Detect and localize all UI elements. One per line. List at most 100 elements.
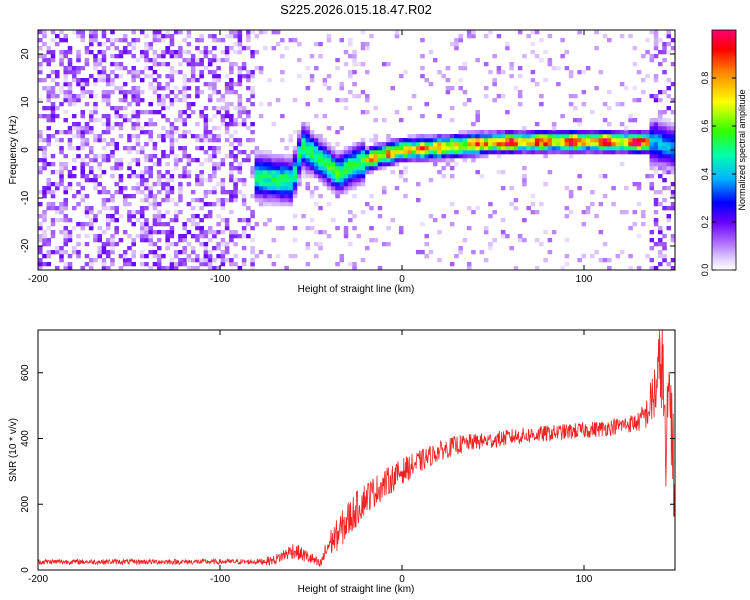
spectrogram-cell xyxy=(364,150,370,155)
spectrogram-cell xyxy=(551,122,557,127)
spectrogram-cell xyxy=(407,138,413,143)
spectrogram-cell xyxy=(118,74,124,79)
spectrogram-cell xyxy=(271,158,277,163)
spectrogram-cell xyxy=(403,154,408,159)
spectrogram-cell xyxy=(135,70,141,75)
spectrogram-cell xyxy=(275,226,281,231)
spectrogram-cell xyxy=(88,262,94,267)
spectrogram-cell xyxy=(131,46,136,51)
spectrogram-cell xyxy=(241,106,247,111)
spectrogram-cell xyxy=(348,262,353,267)
spectrogram-cell xyxy=(390,146,396,151)
spectrogram-cell xyxy=(173,242,179,247)
spectrogram-cell xyxy=(288,178,294,183)
spectrogram-cell xyxy=(432,154,438,159)
spectrogram-cell xyxy=(63,78,69,83)
spectrogram-cell xyxy=(534,138,540,143)
spectrogram-cell xyxy=(165,134,170,139)
spectrogram-cell xyxy=(233,190,238,195)
spectrogram-cell xyxy=(662,154,667,159)
spectrogram-cell xyxy=(483,134,489,139)
spectrogram-cell xyxy=(161,174,166,179)
spectrogram-cell xyxy=(173,154,179,159)
spectrogram-cell xyxy=(619,82,625,87)
spectrogram-cell xyxy=(352,94,357,99)
spectrogram-cell xyxy=(50,162,56,167)
spectrogram-cell xyxy=(280,70,285,75)
spectrogram-cell xyxy=(547,142,553,147)
spectrogram-cell xyxy=(577,122,582,127)
spectrogram-cell xyxy=(471,142,476,147)
spectrogram-cell xyxy=(165,194,170,199)
spectrogram-cell xyxy=(199,138,204,143)
spectrogram-cell xyxy=(526,134,531,139)
spectrogram-cell xyxy=(101,78,107,83)
spectrogram-cell xyxy=(50,206,56,211)
spectrogram-cell xyxy=(517,94,523,99)
spectrogram-cell xyxy=(305,174,311,179)
spectrogram-cell xyxy=(658,190,663,195)
spectrogram-cell xyxy=(46,118,52,123)
spectrogram-cell xyxy=(88,34,94,39)
spectrogram-cell xyxy=(38,30,43,35)
spectrogram-cell xyxy=(670,146,675,151)
spectrogram-cell xyxy=(229,82,234,87)
spectrogram-cell xyxy=(212,190,217,195)
spectrogram-cell xyxy=(220,178,226,183)
spectrogram-cell xyxy=(203,190,209,195)
spectrogram-cell xyxy=(449,134,455,139)
spectrogram-cell xyxy=(250,122,255,127)
spectrogram-cell xyxy=(237,66,243,71)
spectrogram-cell xyxy=(127,258,132,263)
spectrogram-cell xyxy=(93,58,98,63)
spectrogram-cell xyxy=(454,134,459,139)
spectrogram-cell xyxy=(122,34,128,39)
spectrogram-cell xyxy=(254,186,260,191)
spectrogram-cell xyxy=(424,146,429,151)
spectrogram-cell xyxy=(458,34,463,39)
spectrogram-cell xyxy=(237,98,243,103)
spectrogram-cell xyxy=(207,118,213,123)
spectrogram-cell xyxy=(139,230,145,235)
spectrogram-cell xyxy=(165,190,170,195)
spectrogram-cell xyxy=(271,162,277,167)
spectrogram-cell xyxy=(292,166,298,171)
spectrogram-cell xyxy=(97,234,102,239)
spectrogram-cell xyxy=(54,186,60,191)
spectrogram-cell xyxy=(131,78,136,83)
spectrogram-cell xyxy=(275,154,281,159)
spectrogram-cell xyxy=(182,170,187,175)
spectrogram-cell xyxy=(42,54,47,59)
spectrogram-cell xyxy=(101,58,107,63)
spectrogram-cell xyxy=(38,170,43,175)
spectrogram-cell xyxy=(466,34,472,39)
spectrogram-cell xyxy=(275,162,281,167)
spectrogram-cell xyxy=(479,134,485,139)
spectrogram-cell xyxy=(110,126,115,131)
spectrogram-cell xyxy=(144,218,149,223)
spectrogram-cell xyxy=(658,166,663,171)
spectrogram-cell xyxy=(428,142,434,147)
spectrogram-cell xyxy=(339,150,345,155)
spectrogram-cell xyxy=(360,182,366,187)
spectrogram-cell xyxy=(54,82,60,87)
spectrogram-cell xyxy=(492,210,497,215)
spectrogram-cell xyxy=(258,114,264,119)
spectrogram-cell xyxy=(63,226,69,231)
spectrogram-cell xyxy=(288,154,294,159)
spectrogram-cell xyxy=(534,238,540,243)
spectrogram-cell xyxy=(356,170,362,175)
spectrogram-cell xyxy=(271,198,277,203)
spectrogram-cell xyxy=(178,134,183,139)
spectrogram-cell xyxy=(233,154,238,159)
spectrogram-cell xyxy=(59,258,64,263)
spectrogram-cell xyxy=(534,54,540,59)
spectrogram-cell xyxy=(339,126,345,131)
spectrogram-cell xyxy=(212,186,217,191)
spectrogram-cell xyxy=(415,182,421,187)
spectrogram-cell xyxy=(437,134,442,139)
spectrogram-cell xyxy=(38,38,43,43)
spectrogram-cell xyxy=(352,226,357,231)
spectrogram-cell xyxy=(38,214,43,219)
